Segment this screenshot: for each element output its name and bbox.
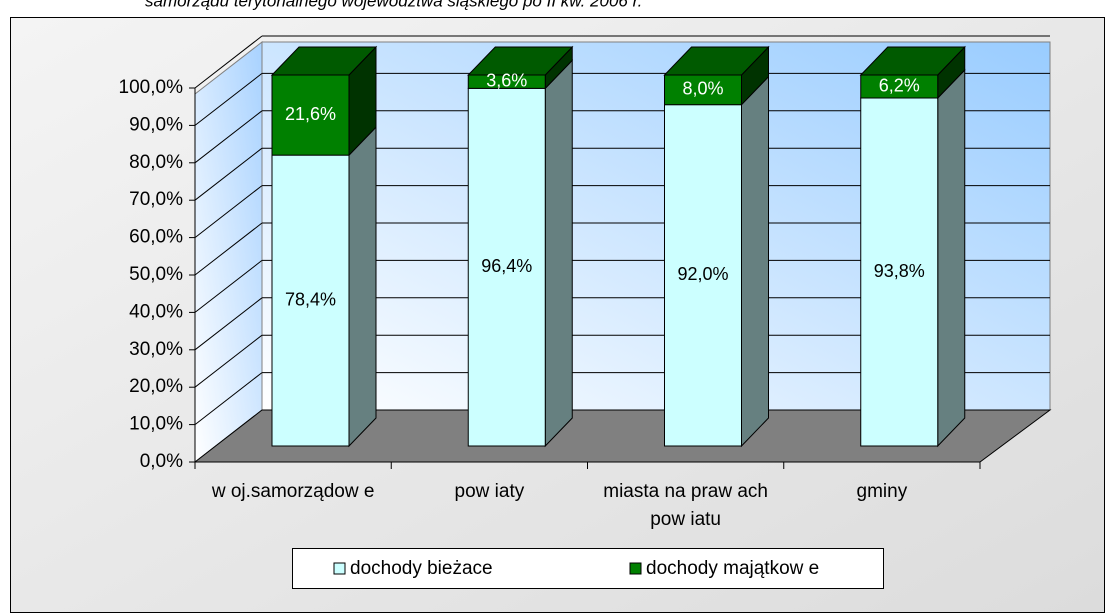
grid-line [194, 73, 263, 126]
legend-swatch [629, 562, 642, 575]
bar-label: 3,6% [486, 70, 527, 90]
x-tick-label: miasta na praw ach pow iatu [603, 481, 768, 530]
y-tick-label: 100,0% [119, 77, 184, 98]
bar [664, 74, 742, 106]
bar-label: 6,2% [879, 75, 920, 95]
legend-label: dochody bieżace [350, 558, 493, 579]
y-tick-label: 60,0% [129, 227, 183, 248]
bar-label: 78,4% [285, 289, 336, 309]
legend [292, 548, 884, 589]
bar [467, 87, 546, 447]
legend-label: dochody majątkow e [646, 558, 819, 579]
y-tick-label: 90,0% [129, 114, 183, 135]
chart-subtitle: samorządu terytorialnego województwa ślą… [145, 0, 642, 10]
bar-label: 21,6% [285, 104, 336, 124]
grid-line [194, 222, 263, 276]
y-tick-label: 80,0% [129, 152, 183, 173]
legend-swatch [333, 562, 346, 575]
x-tick-label: pow iaty [455, 481, 525, 502]
bar [860, 97, 939, 447]
bar-label: 93,8% [874, 261, 925, 281]
grid-line [194, 334, 263, 388]
y-tick-label: 10,0% [129, 414, 183, 435]
bar-top [859, 46, 966, 76]
grid-line [194, 185, 263, 238]
grid-line [194, 147, 263, 201]
bar [664, 104, 742, 447]
bar-top [663, 46, 770, 76]
y-tick-label: 50,0% [129, 264, 183, 285]
bar [271, 154, 350, 447]
y-tick-label: 20,0% [129, 376, 183, 397]
bar-top [467, 46, 574, 76]
bar-side [544, 59, 573, 448]
bar-side [937, 68, 966, 448]
grid-line [194, 297, 263, 351]
x-tick-label: w oj.samorządow e [211, 481, 375, 502]
y-tick-label: 30,0% [129, 339, 183, 360]
grid-line [194, 110, 263, 164]
y-tick-label: 0,0% [140, 451, 183, 472]
y-tick-label: 40,0% [129, 301, 183, 322]
y-tick-label: 70,0% [129, 189, 183, 210]
bar-label: 92,0% [677, 264, 728, 284]
bar-label: 8,0% [682, 79, 723, 99]
bar-top [270, 46, 378, 76]
bar-side [741, 75, 769, 448]
grid-line [194, 35, 263, 89]
grid-line [194, 260, 263, 313]
grid-line [194, 372, 263, 425]
bar-label: 96,4% [481, 256, 532, 276]
bar-side [348, 125, 377, 448]
x-tick-label: gminy [857, 481, 908, 502]
bar [271, 74, 350, 156]
